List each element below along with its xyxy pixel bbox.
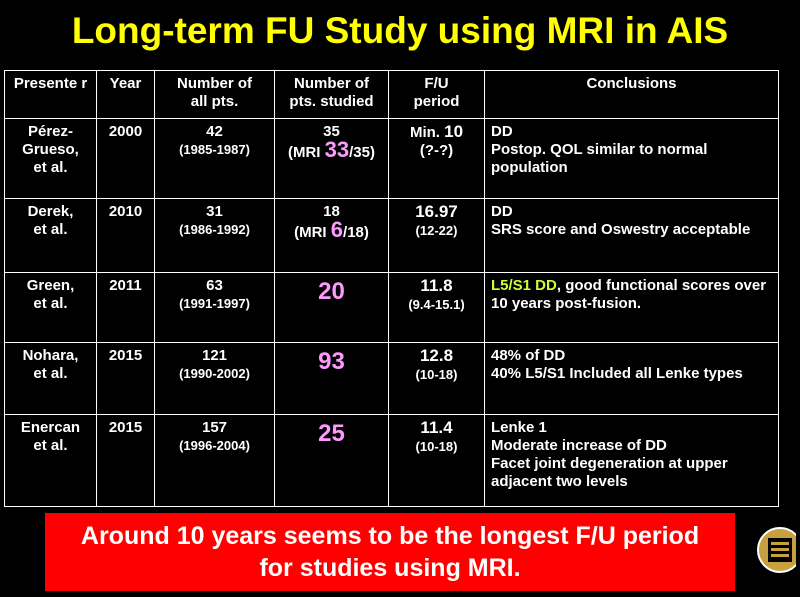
all-pts-cell: 121 (1990-2002) xyxy=(154,342,275,415)
year-cell: 2000 xyxy=(96,118,155,199)
fu-cell: Min. 10 (?-?) xyxy=(388,118,485,199)
conclusion-cell: 48% of DD 40% L5/S1 Included all Lenke ty… xyxy=(484,342,779,415)
table-row: Nohara, et al. 2015 121 (1990-2002) 93 12.… xyxy=(4,342,779,415)
year-cell: 2015 xyxy=(96,414,155,507)
slide-title: Long-term FU Study using MRI in AIS xyxy=(71,10,729,51)
pts-studied-cell: 35 (MRI 33/35) xyxy=(274,118,389,199)
header-pts-studied: Number of pts. studied xyxy=(274,70,389,119)
all-pts-cell: 157 (1996-2004) xyxy=(154,414,275,507)
presenter-cell: Green, et al. xyxy=(4,272,97,343)
presenter-cell: Pérez- Grueso, et al. xyxy=(4,118,97,199)
header-all-pts: Number of all pts. xyxy=(154,70,275,119)
conclusion-cell: L5/S1 DD, good functional scores over 10… xyxy=(484,272,779,343)
table-row: Pérez- Grueso, et al. 2000 42 (1985-1987) 3… xyxy=(4,118,779,199)
presenter-cell: Nohara, et al. xyxy=(4,342,97,415)
summary-banner: Around 10 years seems to be the longest … xyxy=(45,513,735,591)
pts-studied-cell: 93 xyxy=(274,342,389,415)
society-logo-icon xyxy=(757,527,796,573)
studies-table: Presente r Year Number of all pts. Number… xyxy=(4,70,779,507)
fu-cell: 11.4 (10-18) xyxy=(388,414,485,507)
all-pts-cell: 63 (1991-1997) xyxy=(154,272,275,343)
pts-studied-cell: 20 xyxy=(274,272,389,343)
conclusion-cell: Lenke 1 Moderate increase of DD Facet join… xyxy=(484,414,779,507)
all-pts-cell: 31 (1986-1992) xyxy=(154,198,275,273)
year-cell: 2010 xyxy=(96,198,155,273)
header-year: Year xyxy=(96,70,155,119)
conclusion-cell: DD SRS score and Oswestry acceptable xyxy=(484,198,779,273)
table-row: Green, et al. 2011 63 (1991-1997) 20 11.8(… xyxy=(4,272,779,343)
presenter-cell: Derek, et al. xyxy=(4,198,97,273)
header-presenter: Presente r xyxy=(4,70,97,119)
table-header-row: Presente r Year Number of all pts. Number… xyxy=(4,70,779,119)
conclusion-cell: DD Postop. QOL similar to normal populati… xyxy=(484,118,779,199)
pts-studied-cell: 25 xyxy=(274,414,389,507)
fu-cell: 11.8 (9.4-15.1) xyxy=(388,272,485,343)
table-row: Derek, et al. 2010 31 (1986-1992) 18 (MRI 6… xyxy=(4,198,779,273)
all-pts-cell: 42 (1985-1987) xyxy=(154,118,275,199)
pts-studied-cell: 18 (MRI 6/18) xyxy=(274,198,389,273)
presenter-cell: Enercan et al. xyxy=(4,414,97,507)
header-conclusions: Conclusions xyxy=(484,70,779,119)
year-cell: 2011 xyxy=(96,272,155,343)
header-fu-period: F/U period xyxy=(388,70,485,119)
fu-cell: 12.8 (10-18) xyxy=(388,342,485,415)
year-cell: 2015 xyxy=(96,342,155,415)
fu-cell: 16.97 (12-22) xyxy=(388,198,485,273)
table-row: Enercan et al. 2015 157 (1996-2004) 25 11.… xyxy=(4,414,779,507)
